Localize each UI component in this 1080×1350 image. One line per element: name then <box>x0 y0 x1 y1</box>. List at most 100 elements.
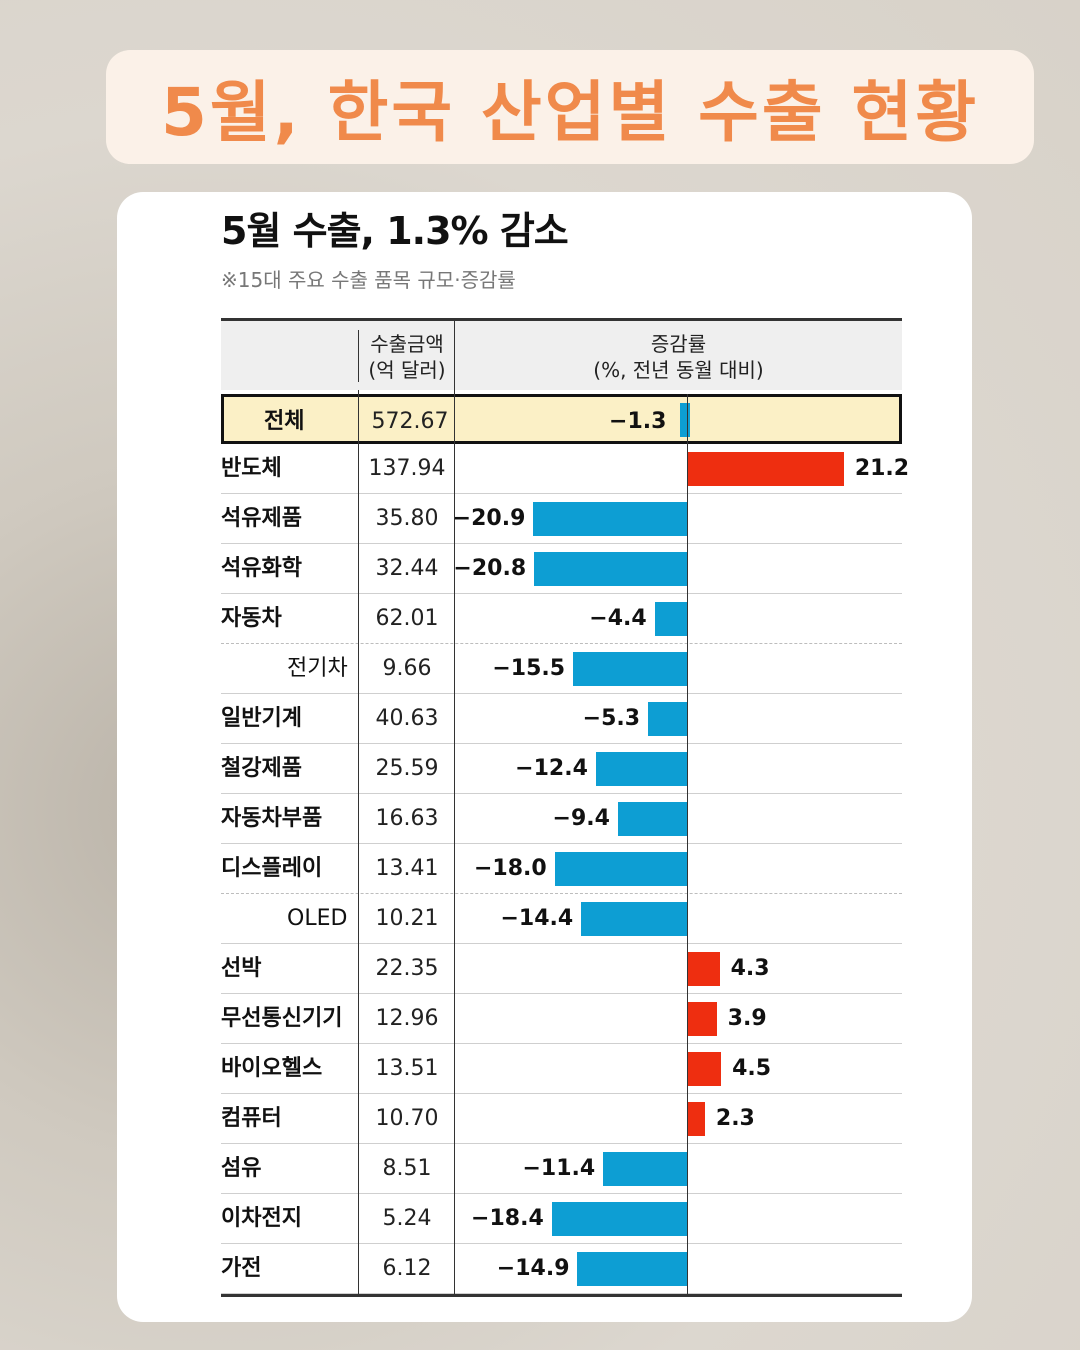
amount-value: 25.59 <box>375 756 439 781</box>
chart-title: 5월 수출, 1.3% 감소 <box>221 209 569 253</box>
category-label: 철강제품 <box>221 756 302 781</box>
negative-bar <box>533 502 687 536</box>
negative-bar <box>680 403 690 437</box>
category-label: OLED <box>287 906 348 931</box>
value-label: 4.3 <box>730 956 770 981</box>
value-label: −20.8 <box>453 556 527 581</box>
table-row: 철강제품 25.59 −12.4 <box>221 744 902 794</box>
table-row: 자동차 62.01 −4.4 <box>221 594 902 644</box>
amount-value: 10.70 <box>375 1106 439 1131</box>
chart-card: 5월 수출, 1.3% 감소 ※15대 주요 수출 품목 규모·증감률 수출금액… <box>117 192 972 1322</box>
table-row: OLED 10.21 −14.4 <box>221 894 902 944</box>
table-row: 이차전지 5.24 −18.4 <box>221 1194 902 1244</box>
category-label: 디스플레이 <box>221 856 323 881</box>
negative-bar <box>648 702 687 736</box>
positive-bar <box>688 452 844 486</box>
category-label: 컴퓨터 <box>221 1106 282 1131</box>
amount-value: 35.80 <box>375 506 439 531</box>
value-label: 21.2 <box>854 456 910 481</box>
header-amount-line1: 수출금액 <box>370 332 444 356</box>
negative-bar <box>534 552 687 586</box>
amount-value: 572.67 <box>371 409 449 434</box>
table-row: 가전 6.12 −14.9 <box>221 1244 902 1294</box>
value-label: −4.4 <box>589 606 647 631</box>
total-row: 전체 572.67 −1.3 <box>221 394 902 444</box>
category-label: 섬유 <box>221 1156 262 1181</box>
amount-value: 40.63 <box>375 706 439 731</box>
table-header: 수출금액 (억 달러) 증감률 (%, 전년 동월 대비) <box>221 318 902 390</box>
amount-value: 16.63 <box>375 806 439 831</box>
negative-bar <box>573 652 687 686</box>
positive-bar <box>688 1052 722 1086</box>
category-label: 석유화학 <box>221 556 302 581</box>
negative-bar <box>551 1202 687 1236</box>
amount-value: 13.41 <box>375 856 439 881</box>
category-label: 석유제품 <box>221 506 302 531</box>
table-row: 석유제품 35.80 −20.9 <box>221 494 902 544</box>
category-label: 무선통신기기 <box>221 1006 343 1031</box>
negative-bar <box>617 802 687 836</box>
value-label: −9.4 <box>552 806 610 831</box>
table-row: 전기차 9.66 −15.5 <box>221 644 902 694</box>
value-label: −18.4 <box>471 1206 544 1231</box>
title-banner: 5월, 한국 산업별 수출 현황 <box>106 50 1034 164</box>
negative-bar <box>581 902 687 936</box>
value-label: −1.3 <box>609 409 667 434</box>
column-divider <box>454 318 455 1294</box>
table-row: 반도체 137.94 21.2 <box>221 444 909 494</box>
chart-subtitle: ※15대 주요 수출 품목 규모·증감률 <box>221 268 516 292</box>
amount-value: 13.51 <box>375 1056 439 1081</box>
value-label: 3.9 <box>727 1006 767 1031</box>
chart-table: 수출금액 (억 달러) 증감률 (%, 전년 동월 대비) 전체 572.67 −1… <box>221 318 909 1300</box>
value-label: −18.0 <box>473 856 547 881</box>
value-label: −5.3 <box>582 706 641 731</box>
value-label: −14.9 <box>496 1256 570 1281</box>
amount-value: 22.35 <box>375 956 439 981</box>
amount-value: 137.94 <box>368 456 446 481</box>
banner-title: 5월, 한국 산업별 수출 현황 <box>160 74 980 151</box>
category-label: 전기차 <box>287 656 348 681</box>
table-row: 석유화학 32.44 −20.8 <box>221 544 902 594</box>
value-label: −11.4 <box>522 1156 596 1181</box>
category-label: 자동차 <box>221 606 282 631</box>
column-divider <box>358 390 359 1294</box>
header-amount: 수출금액 (억 달러) <box>359 331 455 383</box>
header-rate-line1: 증감률 <box>650 332 707 356</box>
zero-axis-line <box>687 394 688 1294</box>
amount-value: 6.12 <box>382 1256 432 1281</box>
category-label: 일반기계 <box>221 706 302 731</box>
category-label: 가전 <box>221 1256 262 1281</box>
header-amount-line2: (억 달러) <box>368 358 446 382</box>
amount-value: 62.01 <box>375 606 439 631</box>
negative-bar <box>603 1152 687 1186</box>
value-label: −14.4 <box>500 906 574 931</box>
header-rate-line2: (%, 전년 동월 대비) <box>593 358 764 382</box>
category-label: 자동차부품 <box>221 806 323 831</box>
table-row: 바이오헬스 13.51 4.5 <box>221 1044 902 1094</box>
positive-bar <box>688 1102 705 1136</box>
table-row: 자동차부품 16.63 −9.4 <box>221 794 902 844</box>
table-row: 선박 22.35 4.3 <box>221 944 902 994</box>
amount-value: 8.51 <box>382 1156 432 1181</box>
value-label: −15.5 <box>492 656 566 681</box>
table-row: 디스플레이 13.41 −18.0 <box>221 844 902 894</box>
table-row: 일반기계 40.63 −5.3 <box>221 694 902 744</box>
amount-value: 10.21 <box>375 906 439 931</box>
table-row: 무선통신기기 12.96 3.9 <box>221 994 902 1044</box>
value-label: −20.9 <box>452 506 526 531</box>
amount-value: 9.66 <box>382 656 432 681</box>
positive-bar <box>688 1002 717 1036</box>
category-label: 바이오헬스 <box>221 1056 323 1081</box>
negative-bar <box>654 602 687 636</box>
category-label: 선박 <box>221 956 262 981</box>
header-rate: 증감률 (%, 전년 동월 대비) <box>455 331 902 383</box>
negative-bar <box>554 852 687 886</box>
category-label: 반도체 <box>221 456 282 481</box>
value-label: −12.4 <box>515 756 588 781</box>
table-row: 섬유 8.51 −11.4 <box>221 1144 902 1194</box>
negative-bar <box>577 1252 687 1286</box>
amount-value: 32.44 <box>375 556 439 581</box>
amount-value: 12.96 <box>375 1006 439 1031</box>
value-label: 4.5 <box>732 1056 772 1081</box>
category-label: 전체 <box>264 409 305 434</box>
